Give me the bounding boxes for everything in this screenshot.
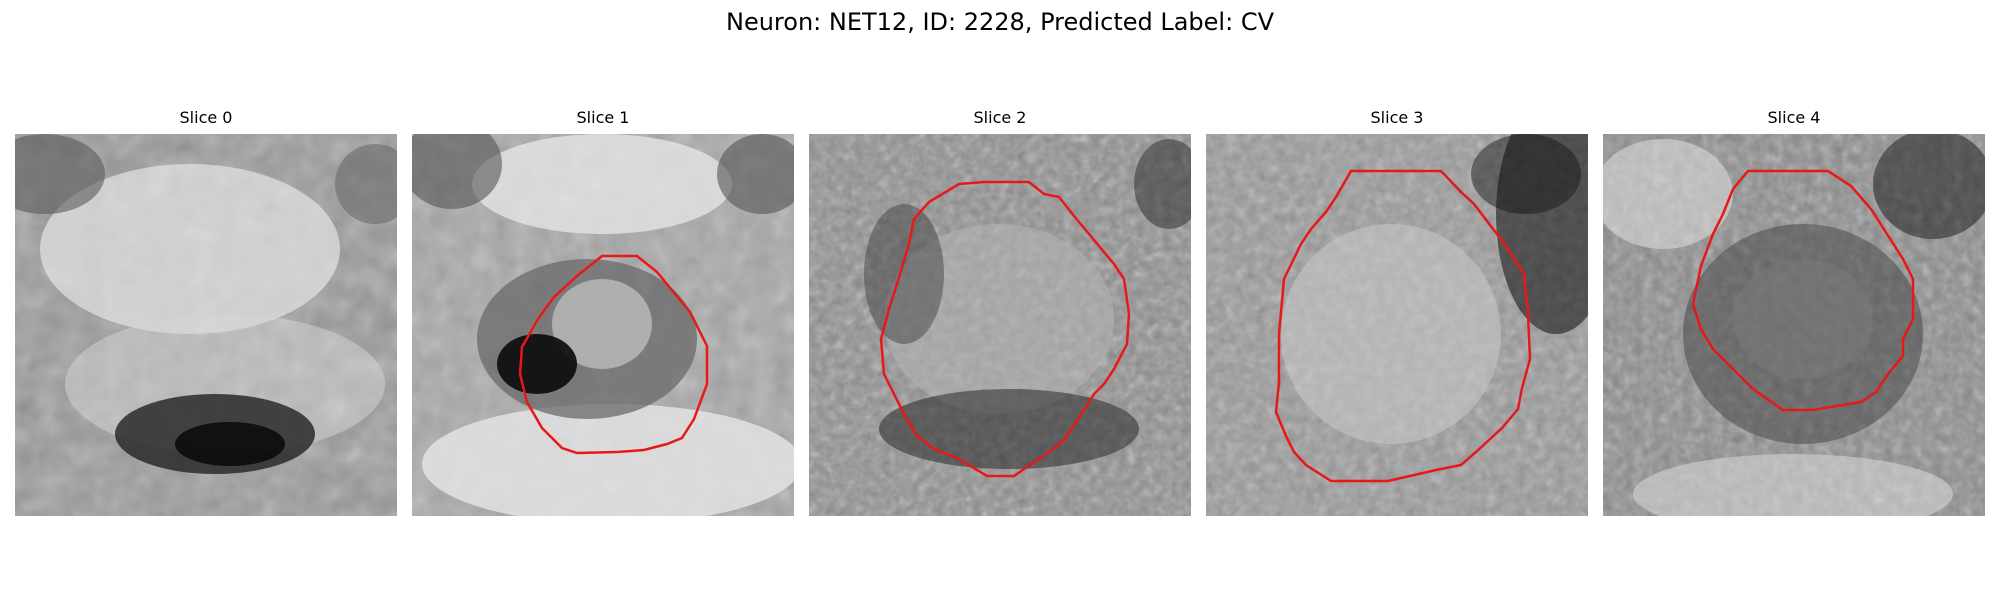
segmentation-outline	[1691, 169, 1915, 412]
slice-title: Slice 3	[1370, 108, 1424, 127]
slice-image	[412, 134, 794, 516]
segmentation-outline	[879, 180, 1131, 478]
slice-image	[15, 134, 397, 516]
slice-image	[1603, 134, 1985, 516]
segmentation-outline	[1274, 169, 1532, 483]
segmentation-outline	[518, 254, 709, 455]
slice-title: Slice 4	[1767, 108, 1821, 127]
figure-title: Neuron: NET12, ID: 2228, Predicted Label…	[726, 8, 1274, 36]
slice-title: Slice 2	[973, 108, 1027, 127]
slice-title: Slice 0	[179, 108, 233, 127]
slice-image	[809, 134, 1191, 516]
slice-image	[1206, 134, 1588, 516]
slice-title: Slice 1	[576, 108, 630, 127]
